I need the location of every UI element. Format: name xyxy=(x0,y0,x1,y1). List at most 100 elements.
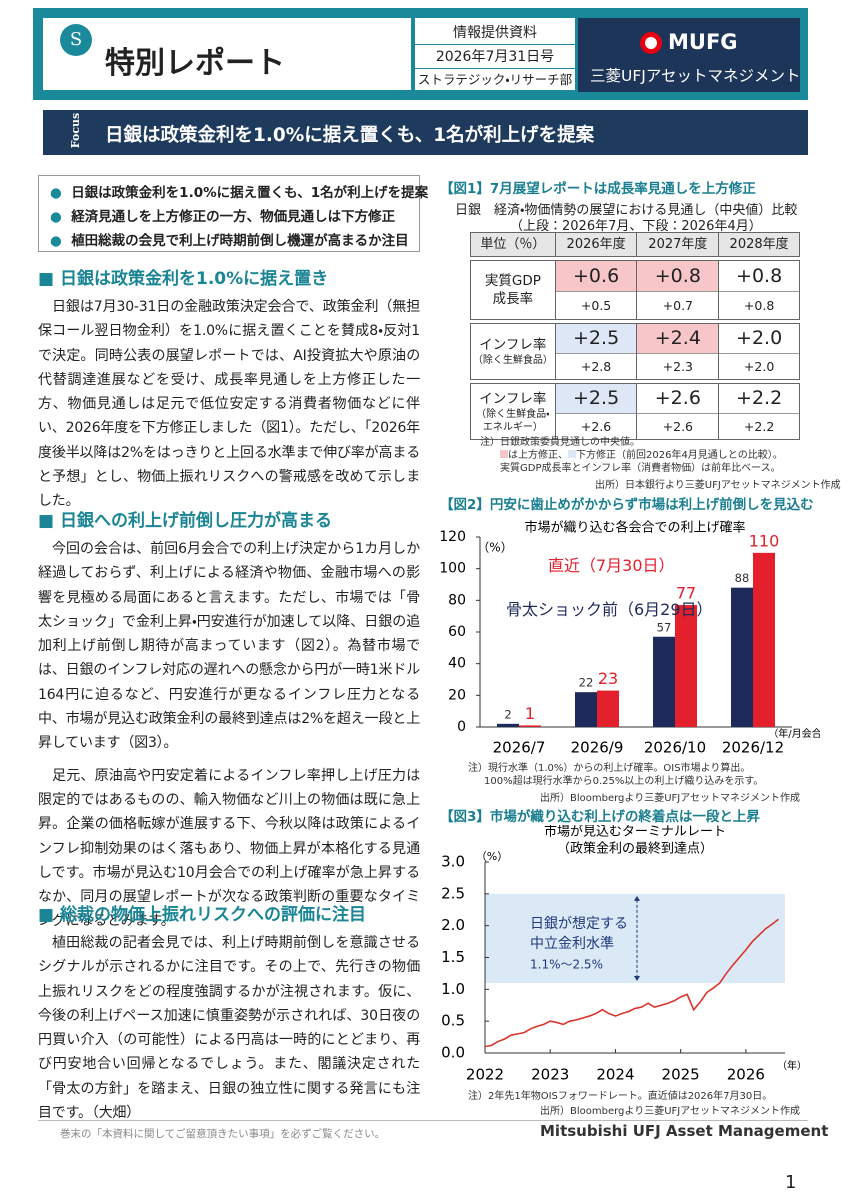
band-label: 日銀が想定する xyxy=(530,916,628,932)
table-header: 単位（％） 2026年度 2027年度 2028年度 xyxy=(470,232,800,257)
row-label-line: （除く生鮮食品・ xyxy=(476,408,550,420)
company: 三菱UFJアセットマネジメント xyxy=(590,67,801,85)
x-tick-label: 2026/12 xyxy=(722,739,784,757)
bullet-text: 経済見通しを上方修正の一方、物価見通しは下方修正 xyxy=(71,209,396,225)
report-title: 特別レポート xyxy=(105,46,285,81)
row-label-line: エネルギー） xyxy=(482,421,543,433)
section: 総裁の物価上振れリスクへの評価に注目 植田総裁の記者会見では、利上げ時期前倒しを… xyxy=(38,900,420,1133)
column: +2.5 +2.6 xyxy=(554,384,637,439)
lower-cell: +2.6 xyxy=(662,418,694,434)
value-label: 2 xyxy=(504,707,511,721)
badge: S xyxy=(60,24,92,56)
y-tick-label: 40 xyxy=(448,656,466,672)
y-tick-label: 20 xyxy=(448,687,466,703)
row-label-line: （除く生鮮食品） xyxy=(472,355,553,366)
notes: 注）日銀政策委員見通しの中央値。 は上方修正、 下方修正（前回2026年4月見通し… xyxy=(480,436,783,475)
focus-banner xyxy=(43,110,808,155)
headline: 日銀は政策金利を1.0%に据え置くも、1名が利上げを提案 xyxy=(105,125,595,146)
info-label: 情報提供資料 xyxy=(415,22,575,45)
lower-cell: +2.2 xyxy=(743,418,775,434)
note: 注）日銀政策委員見通しの中央値。 xyxy=(480,437,640,448)
bar xyxy=(675,605,697,727)
bar xyxy=(575,692,597,727)
header-panel xyxy=(43,18,411,90)
y-tick-label: 2.0 xyxy=(441,916,465,934)
y-unit: （%） xyxy=(476,850,508,863)
bullet: ● 経済見通しを上方修正の一方、物価見通しは下方修正 xyxy=(50,209,396,225)
upper-cell: +2.5 xyxy=(555,324,637,354)
value-label: 23 xyxy=(598,669,618,688)
column: +2.6 +2.6 xyxy=(636,384,719,439)
upper-cell: +2.5 xyxy=(555,384,637,414)
row-label-line: インフレ率 xyxy=(479,337,547,353)
paragraph: 日銀は7月30-31日の金融政策決定会合で、政策金利（無担保コール翌日物金利）を… xyxy=(38,299,420,510)
data-line xyxy=(484,918,779,1048)
row-label: インフレ率 （除く生鮮食品） xyxy=(471,324,555,379)
x-tick-label: 2026/7 xyxy=(493,739,546,757)
value-label: 57 xyxy=(657,620,672,634)
table-row-group: 実質GDP 成長率 +0.6 +0.5 +0.8 +0.7 +0.8 +0.8 xyxy=(470,260,800,320)
table: 単位（％） 2026年度 2027年度 2028年度 実質GDP 成長率 +0.6 +0.5 +… xyxy=(470,232,800,440)
chart-svg: 市場が織り込む各会合での利上げ確率 （%） 0 20 40 60 80 100 120 2026/… xyxy=(439,520,831,757)
note: 注）現行水準（1.0%）からの利上げ確率。OIS市場より算出。 xyxy=(468,763,751,774)
legend-label: 骨太ショック前（6月29日） xyxy=(506,600,713,619)
section: 日銀は政策金利を1.0%に据え置き 日銀は7月30-31日の金融政策決定会合で、… xyxy=(38,264,420,522)
note: は上方修正、 下方修正（前回2026年4月見通しとの比較）。 xyxy=(480,449,783,462)
chart-subtitle: 市場が見込むターミナルレート xyxy=(544,825,726,840)
column: +2.2 +2.2 xyxy=(718,384,799,439)
bar xyxy=(519,725,541,727)
x-tick-label: 2026 xyxy=(727,1066,765,1084)
upper-cell: +2.4 xyxy=(637,324,719,354)
upper-cell: +2.2 xyxy=(719,384,799,414)
x-unit: （年） xyxy=(777,1059,807,1072)
upper-cell: +0.8 xyxy=(637,261,719,293)
header-cell: 2028年度 xyxy=(718,233,799,256)
table-row-group: インフレ率 （除く生鮮食品） +2.5 +2.8 +2.4 +2.3 +2.0 +2.0 xyxy=(470,323,800,380)
info-box xyxy=(415,18,575,90)
figure-title: 【図1】7月展望レポートは成長率見通しを上方修正 xyxy=(440,181,756,197)
logo-mark xyxy=(640,32,662,54)
column: +2.4 +2.3 xyxy=(636,324,719,379)
header-cell: 単位（％） xyxy=(480,237,546,252)
x-tick-label: 2025 xyxy=(662,1066,700,1084)
row-label-line: 成長率 xyxy=(492,291,534,307)
note: 実質GDP成長率とインフレ率（消費者物価）は前年比ベース。 xyxy=(500,463,781,474)
x-tick-label: 2026/9 xyxy=(571,739,624,757)
x-tick-label: 2022 xyxy=(466,1066,504,1084)
value-label: 88 xyxy=(735,571,750,585)
chart: 市場が織り込む各会合での利上げ確率 （%） 0 20 40 60 80 100 120 2026/… xyxy=(439,515,831,760)
figure-title: 【図2】円安に歯止めがかからず市場は利上げ前倒しを見込む xyxy=(440,497,814,513)
x-tick-label: 2024 xyxy=(596,1066,634,1084)
row-label: 実質GDP 成長率 xyxy=(471,261,555,319)
note-text: は上方修正、 xyxy=(508,450,568,461)
focus-tag: Focus xyxy=(69,112,83,149)
lower-cell: +0.7 xyxy=(662,298,694,314)
band xyxy=(485,893,785,983)
upper-cell: +2.0 xyxy=(719,324,799,354)
column: +0.6 +0.5 xyxy=(554,261,637,319)
header-cell: 2026年度 xyxy=(554,233,637,256)
y-tick-label: 1.0 xyxy=(441,980,465,998)
value-label: 77 xyxy=(676,584,696,603)
dept: ストラテジック・リサーチ部 xyxy=(417,72,573,87)
value-label: 22 xyxy=(579,676,594,690)
row-label-line: 実質GDP xyxy=(484,273,541,289)
y-tick-label: 60 xyxy=(448,624,466,640)
notes: 注）現行水準（1.0%）からの利上げ確率。OIS市場より算出。 100%超は現行… xyxy=(468,762,763,788)
y-tick-label: 100 xyxy=(440,561,466,577)
lower-cell: +0.8 xyxy=(743,298,775,314)
lower-cell: +2.6 xyxy=(580,418,612,434)
band-range-label: 1.1%～2.5% xyxy=(530,957,603,971)
upper-cell: +0.6 xyxy=(555,261,637,293)
y-tick-label: 80 xyxy=(448,592,466,608)
x-tick-label: 2026/10 xyxy=(644,739,706,757)
bar xyxy=(731,587,753,727)
y-tick-label: 120 xyxy=(440,529,466,545)
chart-subtitle: （政策金利の最終到達点） xyxy=(557,841,713,857)
source: 出所）Bloombergより三菱UFJアセットマネジメント作成 xyxy=(540,1106,801,1117)
chart: 市場が見込むターミナルレート （政策金利の最終到達点） （%） 0.0 0.5 1.0 1.… xyxy=(440,825,820,1090)
section: 日銀への利上げ前倒し圧力が高まる 今回の会合は、前回6月会合での利上げ決定から1… xyxy=(38,506,420,942)
x-tick-label: 2023 xyxy=(531,1066,569,1084)
band-label: 中立金利水準 xyxy=(530,936,614,952)
